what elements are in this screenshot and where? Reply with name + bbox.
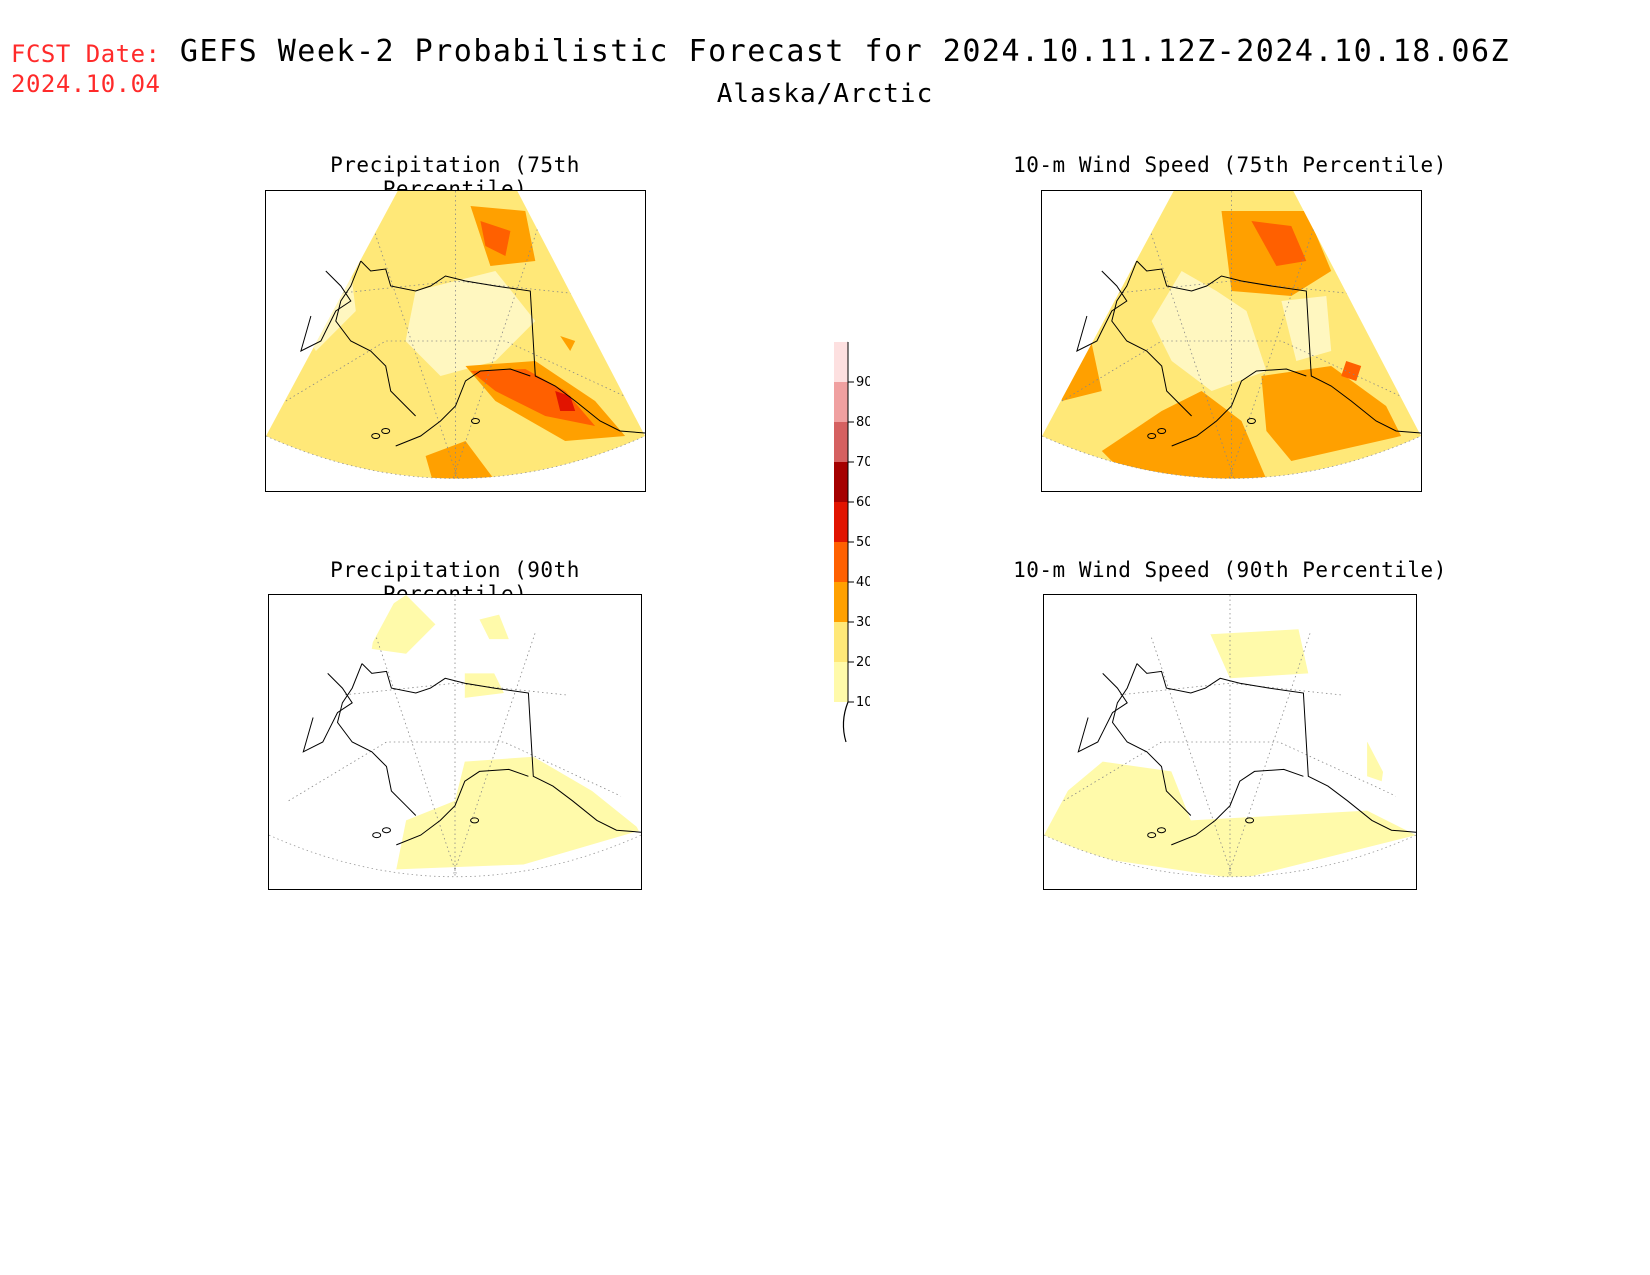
island-0	[372, 832, 382, 839]
island-2	[1246, 418, 1256, 424]
wedge-arc	[266, 435, 645, 479]
island-1	[1157, 428, 1167, 434]
contour-pacific-30	[425, 441, 496, 479]
legend-label-50: 50	[856, 535, 870, 550]
graticule-line-2	[445, 191, 551, 479]
legend-label-70: 70	[856, 455, 870, 470]
contour-interior-10	[464, 673, 504, 698]
legend-swatch-70	[834, 422, 848, 462]
map-panel-precip75	[265, 190, 646, 492]
coastline-north	[361, 663, 641, 833]
legend-bottom-cap	[842, 701, 849, 743]
contour-pacific-30	[1101, 391, 1272, 479]
graticule-line-3	[285, 340, 636, 402]
island-1	[381, 428, 391, 434]
legend-label-40: 40	[856, 575, 870, 590]
coastline-south	[395, 368, 531, 447]
legend-swatch-50	[834, 502, 848, 542]
coastline-chukotka	[1076, 270, 1128, 352]
graticule-line-3	[1061, 340, 1412, 402]
map-canvas	[1042, 191, 1421, 479]
map-canvas	[269, 595, 641, 878]
legend-swatch-10	[834, 662, 848, 702]
contour-brooks-10	[479, 614, 509, 640]
contour-beaufort-40	[1251, 221, 1307, 266]
forecast-field	[269, 595, 641, 877]
graticule-line-0	[360, 191, 466, 479]
contour-east-low	[1281, 296, 1332, 361]
legend-label-10: 10	[856, 695, 870, 710]
panel-title-wind90: 10-m Wind Speed (90th Percentile)	[1013, 558, 1447, 582]
contour-se-coast-50	[555, 391, 576, 411]
color-legend: 10 20 30 40 50 60 70 80 90	[810, 330, 873, 754]
island-1	[381, 827, 391, 834]
map-canvas	[266, 191, 645, 479]
island-0	[1147, 832, 1157, 839]
contour-beaufort-10	[1210, 629, 1309, 679]
legend-swatch-20	[834, 622, 848, 662]
contour-interior-low	[405, 271, 536, 376]
coastline-chukotka	[302, 673, 353, 753]
island-0	[371, 433, 381, 439]
panel-title-wind75: 10-m Wind Speed (75th Percentile)	[1013, 153, 1447, 177]
legend-label-20: 20	[856, 655, 870, 670]
legend-swatch-60	[834, 462, 848, 502]
island-0	[1147, 433, 1157, 439]
map-panel-wind90	[1043, 594, 1417, 890]
coastline-north	[1136, 260, 1421, 434]
fcst-date-label: FCST Date:	[11, 40, 161, 68]
coastline-south	[1171, 368, 1307, 447]
graticule-line-3	[288, 741, 632, 802]
island-2	[470, 418, 480, 424]
coastline-chukotka	[300, 270, 352, 352]
coastline-north	[1136, 663, 1416, 833]
map-panel-wind75	[1041, 190, 1422, 492]
contour-yukon-30	[560, 336, 576, 351]
contour-brooks-40	[480, 221, 511, 256]
graticule-line-2	[1221, 191, 1327, 479]
contour-gulf-40	[470, 369, 596, 426]
graticule-line-0	[1136, 191, 1242, 479]
legend-swatch-40	[834, 542, 848, 582]
legend-colorbar: 10 20 30 40 50 60 70 80 90	[834, 341, 873, 743]
legend-label-60: 60	[856, 495, 870, 510]
contour-bering-30	[1052, 321, 1102, 401]
legend-label-90: 90	[856, 375, 870, 390]
island-1	[1156, 827, 1166, 834]
contour-gulf-30	[1261, 366, 1402, 461]
fcst-date-value: 2024.10.04	[11, 70, 161, 98]
legend-swatch-80	[834, 382, 848, 422]
region-subtitle: Alaska/Arctic	[716, 79, 934, 109]
map-panel-precip90	[268, 594, 642, 890]
contour-yukon-40	[1341, 361, 1362, 381]
coastline-chukotka	[1077, 673, 1128, 753]
island-2	[1245, 817, 1255, 824]
graticule-line-3	[1063, 741, 1407, 802]
page-title: GEFS Week-2 Probabilistic Forecast for 2…	[179, 34, 1511, 69]
legend-swatch-30	[834, 582, 848, 622]
coastline-north	[360, 260, 645, 434]
legend-label-30: 30	[856, 615, 870, 630]
legend-swatch-90	[834, 342, 848, 382]
wedge-arc	[1042, 435, 1421, 479]
legend-label-80: 80	[856, 415, 870, 430]
forecast-field	[1044, 595, 1416, 877]
contour-gulf-10	[396, 756, 641, 870]
coastline-south	[1171, 768, 1304, 846]
island-2	[470, 817, 480, 824]
contour-interior-low	[1151, 271, 1267, 391]
coastline-south	[396, 768, 529, 846]
map-canvas	[1044, 595, 1416, 878]
